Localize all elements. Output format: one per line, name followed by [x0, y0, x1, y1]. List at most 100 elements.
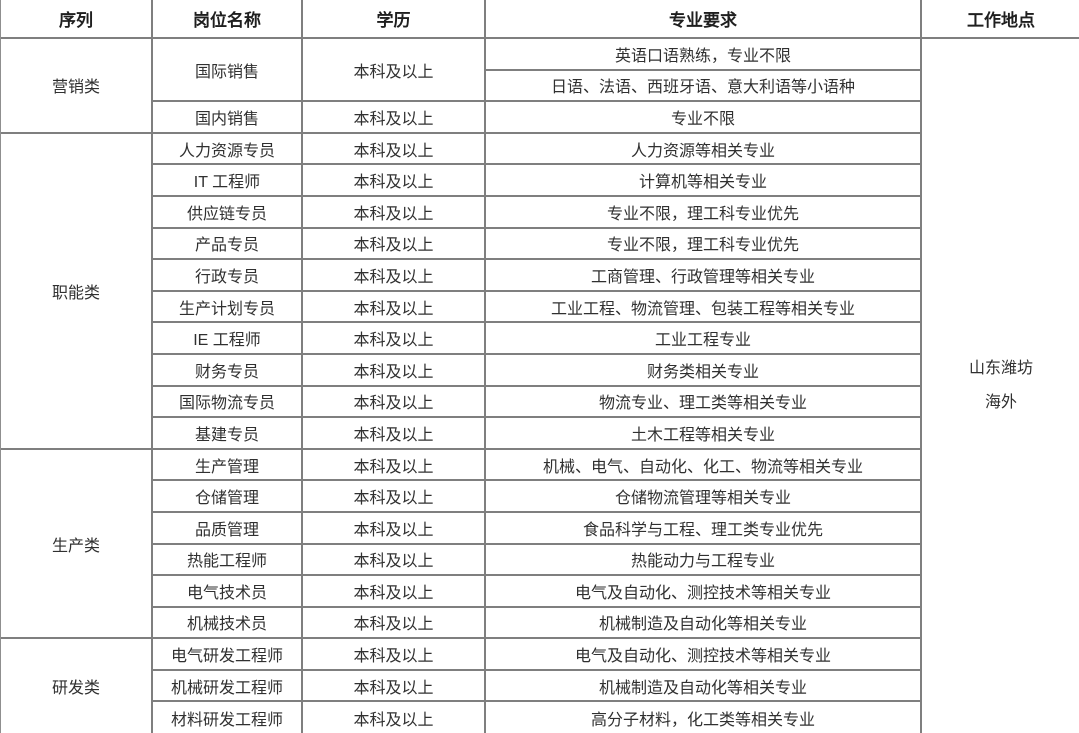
requirement-cell: 财务类相关专业 — [484, 352, 922, 387]
requirement-cell: 仓储物流管理等相关专业 — [484, 479, 922, 513]
table-row: 营销类 国际销售 本科及以上 英语口语熟练，专业不限 山东潍坊 海外 — [0, 36, 1079, 733]
table-row: 日语、法语、西班牙语、意大利语等小语种 — [1, 68, 1079, 103]
table-row: 材料研发工程师 本科及以上 高分子材料，化工类等相关专业 — [1, 700, 1079, 733]
education-cell: 本科及以上 — [301, 36, 486, 103]
position-cell: IT 工程师 — [151, 163, 303, 197]
table-row: 行政专员 本科及以上 工商管理、行政管理等相关专业 — [1, 258, 1079, 292]
education-cell: 本科及以上 — [301, 163, 486, 197]
requirement-cell: 机械、电气、自动化、化工、物流等相关专业 — [484, 447, 922, 482]
table-row: 热能工程师 本科及以上 热能动力与工程专业 — [1, 542, 1079, 577]
requirement-cell: 物流专业、理工类等相关专业 — [484, 384, 922, 419]
education-cell: 本科及以上 — [301, 131, 486, 166]
category-cell: 职能类 — [0, 131, 153, 450]
table-row: 产品专员 本科及以上 专业不限，理工科专业优先 — [1, 226, 1079, 261]
location-cell: 山东潍坊 海外 — [920, 36, 1079, 733]
position-cell: 生产计划专员 — [151, 289, 303, 324]
education-cell: 本科及以上 — [301, 416, 486, 450]
position-cell: IE 工程师 — [151, 321, 303, 355]
education-cell: 本科及以上 — [301, 321, 486, 355]
table-row: 研发类 电气研发工程师 本科及以上 电气及自动化、测控技术等相关专业 — [0, 637, 1079, 733]
position-cell: 生产管理 — [151, 447, 303, 482]
position-cell: 供应链专员 — [151, 194, 303, 229]
requirement-cell: 专业不限，理工科专业优先 — [484, 226, 922, 261]
location-line1: 山东潍坊 — [968, 360, 1033, 378]
table-row: 电气技术员 本科及以上 电气及自动化、测控技术等相关专业 — [1, 574, 1079, 608]
education-cell: 本科及以上 — [301, 289, 486, 324]
category-cell: 研发类 — [0, 637, 153, 733]
position-cell: 电气研发工程师 — [151, 637, 303, 671]
position-cell: 机械研发工程师 — [151, 668, 303, 703]
table-row: 财务专员 本科及以上 财务类相关专业 — [1, 352, 1079, 387]
table-row: 机械研发工程师 本科及以上 机械制造及自动化等相关专业 — [1, 668, 1079, 703]
requirement-cell: 专业不限，理工科专业优先 — [484, 194, 922, 229]
position-cell: 材料研发工程师 — [151, 700, 303, 733]
table-row: 机械技术员 本科及以上 机械制造及自动化等相关专业 — [1, 605, 1079, 640]
table-row: 基建专员 本科及以上 土木工程等相关专业 — [1, 416, 1079, 450]
requirement-cell: 机械制造及自动化等相关专业 — [484, 668, 922, 703]
table-row: 仓储管理 本科及以上 仓储物流管理等相关专业 — [1, 479, 1079, 513]
requirement-cell: 电气及自动化、测控技术等相关专业 — [484, 637, 922, 671]
requirement-cell: 专业不限 — [484, 100, 922, 134]
category-cell: 营销类 — [0, 37, 153, 134]
education-cell: 本科及以上 — [301, 542, 486, 577]
education-cell: 本科及以上 — [301, 194, 486, 229]
requirement-cell: 工业工程、物流管理、包装工程等相关专业 — [484, 289, 922, 324]
position-cell: 行政专员 — [151, 258, 303, 292]
education-cell: 本科及以上 — [301, 447, 486, 482]
requirement-cell: 高分子材料，化工类等相关专业 — [484, 700, 922, 733]
education-cell: 本科及以上 — [301, 510, 486, 545]
requirement-cell: 食品科学与工程、理工类专业优先 — [484, 510, 922, 545]
position-cell: 财务专员 — [151, 352, 303, 387]
header-location: 工作地点 — [920, 0, 1079, 39]
requirement-cell: 工业工程专业 — [484, 321, 922, 355]
education-cell: 本科及以上 — [301, 574, 486, 608]
requirement-cell: 人力资源等相关专业 — [484, 131, 922, 166]
requirement-cell: 土木工程等相关专业 — [484, 416, 922, 450]
table-row: IT 工程师 本科及以上 计算机等相关专业 — [1, 163, 1079, 197]
education-cell: 本科及以上 — [301, 668, 486, 703]
table-row: 生产类 生产管理 本科及以上 机械、电气、自动化、化工、物流等相关专业 — [0, 447, 1079, 640]
header-position: 岗位名称 — [151, 0, 303, 39]
table-row: 品质管理 本科及以上 食品科学与工程、理工类专业优先 — [1, 510, 1079, 545]
education-cell: 本科及以上 — [301, 384, 486, 419]
requirement-cell: 机械制造及自动化等相关专业 — [484, 605, 922, 640]
requirement-cell: 电气及自动化、测控技术等相关专业 — [484, 574, 922, 608]
table-row: 供应链专员 本科及以上 专业不限，理工科专业优先 — [1, 194, 1079, 229]
position-cell: 国际物流专员 — [151, 384, 303, 419]
category-cell: 生产类 — [0, 447, 153, 640]
education-cell: 本科及以上 — [301, 352, 486, 387]
header-education: 学历 — [301, 0, 486, 39]
table-row: 国内销售 本科及以上 专业不限 — [1, 100, 1079, 134]
header-row: 序列 岗位名称 学历 专业要求 工作地点 — [0, 0, 1079, 39]
position-cell: 热能工程师 — [151, 542, 303, 577]
education-cell: 本科及以上 — [301, 605, 486, 640]
position-cell: 人力资源专员 — [151, 131, 303, 166]
requirement-cell: 日语、法语、西班牙语、意大利语等小语种 — [484, 68, 922, 103]
position-cell: 机械技术员 — [151, 605, 303, 640]
location-line2: 海外 — [984, 394, 1017, 412]
education-cell: 本科及以上 — [301, 700, 486, 733]
table-row: IE 工程师 本科及以上 工业工程专业 — [1, 321, 1079, 355]
table-row: 生产计划专员 本科及以上 工业工程、物流管理、包装工程等相关专业 — [1, 289, 1079, 324]
requirement-cell: 工商管理、行政管理等相关专业 — [484, 258, 922, 292]
position-cell: 国内销售 — [151, 100, 303, 134]
position-cell: 基建专员 — [151, 416, 303, 450]
education-cell: 本科及以上 — [301, 258, 486, 292]
position-cell: 国际销售 — [151, 36, 303, 103]
position-cell: 品质管理 — [151, 510, 303, 545]
requirement-cell: 计算机等相关专业 — [484, 163, 922, 197]
education-cell: 本科及以上 — [301, 100, 486, 134]
table-row: 国际物流专员 本科及以上 物流专业、理工类等相关专业 — [1, 384, 1079, 419]
job-table-body: 营销类 国际销售 本科及以上 英语口语熟练，专业不限 山东潍坊 海外 日语、法语、西班牙语、… — [0, 36, 1079, 733]
header-category: 序列 — [0, 0, 153, 39]
requirement-cell: 英语口语熟练，专业不限 — [484, 37, 922, 71]
education-cell: 本科及以上 — [301, 479, 486, 513]
table-row: 职能类 人力资源专员 本科及以上 人力资源等相关专业 — [0, 131, 1079, 450]
header-requirement: 专业要求 — [484, 0, 922, 39]
position-cell: 产品专员 — [151, 226, 303, 261]
education-cell: 本科及以上 — [301, 226, 486, 261]
position-cell: 电气技术员 — [151, 574, 303, 608]
requirement-cell: 热能动力与工程专业 — [484, 542, 922, 577]
